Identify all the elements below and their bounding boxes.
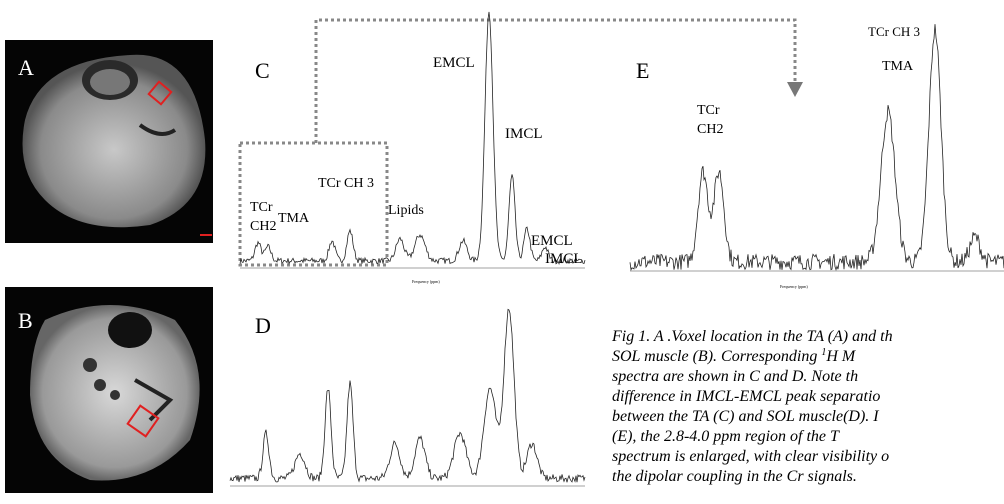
peak-label: EMCL — [433, 55, 475, 71]
caption-line: (E), the 2.8-4.0 ppm region of the T — [612, 428, 840, 445]
peak-label: Lipids — [388, 203, 424, 218]
axis-label: Frequency (ppm) — [412, 279, 440, 284]
arrow-head — [787, 82, 803, 97]
caption-line: SOL muscle (B). Corresponding 1H M — [612, 347, 857, 365]
caption-line: between the TA (C) and SOL muscle(D). I — [612, 408, 879, 425]
axis-label: Frequency (ppm) — [780, 284, 808, 289]
spectrum — [239, 11, 586, 265]
peak-label: TCr — [250, 200, 273, 215]
caption-line: spectrum is enlarged, with clear visibil… — [612, 448, 889, 465]
peak-label: CH2 — [250, 219, 276, 234]
panel-label: E — [636, 58, 649, 83]
caption-line: Fig 1. A .Voxel location in the TA (A) a… — [611, 328, 893, 345]
panel-label: B — [18, 308, 33, 333]
zoom-box — [238, 141, 389, 267]
panel-label: D — [255, 313, 271, 338]
mri-image-a: A — [5, 40, 213, 243]
peak-label: EMCL — [531, 233, 573, 249]
caption-text: SOL muscle (B). Corresponding — [612, 348, 821, 365]
spectrum — [229, 308, 586, 483]
zoom-arrow — [314, 18, 797, 143]
caption: Fig 1. A .Voxel location in the TA (A) a… — [611, 328, 893, 485]
mri-image-b: B — [5, 287, 213, 493]
caption-text: H M — [825, 348, 857, 365]
peak-label: CH2 — [697, 122, 723, 137]
caption-line: difference in IMCL-EMCL peak separatio — [612, 388, 880, 405]
peak-label: TCr CH 3 — [318, 176, 374, 191]
caption-line: the dipolar coupling in the Cr signals. — [612, 468, 857, 485]
spectrum — [629, 24, 1004, 272]
caption-line: spectra are shown in C and D. Note th — [612, 368, 858, 385]
panel-label: C — [255, 58, 270, 83]
peak-label: TMA — [278, 211, 310, 226]
peak-label: TCr — [697, 103, 720, 118]
peak-label: IMCL — [545, 251, 583, 267]
peak-label: TMA — [882, 59, 914, 74]
peak-label: TCr CH 3 — [868, 24, 920, 39]
peak-label: IMCL — [505, 126, 543, 142]
panel-label: A — [18, 55, 34, 80]
superscript: 1 — [821, 347, 826, 358]
